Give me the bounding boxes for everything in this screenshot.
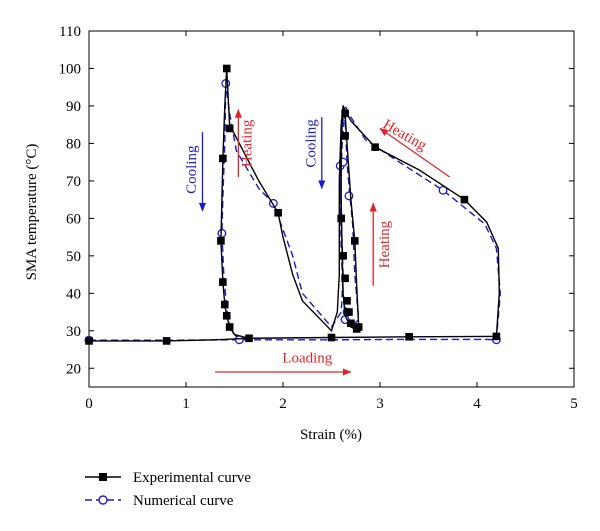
series-experimental bbox=[85, 64, 501, 345]
series-line-experimental bbox=[89, 67, 500, 342]
data-point-experimental bbox=[219, 154, 227, 163]
data-point-experimental bbox=[274, 208, 282, 217]
data-point-experimental bbox=[339, 252, 347, 260]
legend-marker-experimental bbox=[99, 473, 107, 481]
legend-label-experimental: Experimental curve bbox=[133, 470, 251, 486]
x-axis-label: Strain (%) bbox=[300, 427, 362, 443]
annotation-arrow bbox=[379, 127, 451, 178]
data-point-numerical bbox=[217, 228, 227, 238]
annotation-heating: Heating bbox=[240, 119, 256, 167]
data-point-experimental bbox=[405, 332, 413, 341]
data-point-experimental bbox=[492, 332, 501, 341]
data-point-experimental bbox=[343, 297, 351, 305]
annotation-cooling: Cooling bbox=[184, 145, 200, 194]
data-point-experimental bbox=[341, 109, 349, 118]
y-tick-label: 70 bbox=[66, 174, 81, 190]
data-point-experimental bbox=[162, 337, 171, 345]
x-tick-label: 3 bbox=[376, 396, 384, 412]
data-point-numerical bbox=[438, 185, 448, 195]
series-line-numerical bbox=[89, 82, 501, 341]
y-tick-label: 90 bbox=[66, 99, 81, 115]
data-point-experimental bbox=[341, 274, 349, 283]
data-point-experimental bbox=[460, 195, 469, 204]
data-point-experimental bbox=[217, 237, 225, 245]
annotation-cooling: Cooling bbox=[304, 119, 320, 168]
data-point-experimental bbox=[221, 300, 229, 309]
y-tick-label: 110 bbox=[59, 24, 81, 40]
y-axis-label: SMA temperature (°C) bbox=[24, 144, 40, 281]
data-point-numerical bbox=[344, 191, 354, 201]
data-point-experimental bbox=[222, 312, 231, 320]
data-point-experimental bbox=[350, 237, 359, 245]
annotation-loading: Loading bbox=[282, 350, 332, 366]
data-point-experimental bbox=[347, 319, 355, 328]
legend-entry-numerical: Numerical curve bbox=[85, 493, 234, 509]
y-tick-label: 100 bbox=[59, 61, 82, 77]
data-point-experimental bbox=[85, 337, 93, 345]
x-tick-label: 2 bbox=[279, 396, 287, 412]
series-numerical bbox=[84, 79, 501, 345]
data-point-experimental bbox=[219, 278, 227, 286]
data-point-experimental bbox=[222, 64, 231, 73]
data-point-experimental bbox=[371, 143, 379, 151]
x-tick-label: 1 bbox=[182, 396, 190, 412]
y-tick-label: 60 bbox=[66, 211, 81, 227]
data-point-experimental bbox=[354, 323, 363, 331]
data-point-experimental bbox=[345, 308, 353, 316]
data-point-experimental bbox=[337, 214, 345, 223]
data-point-experimental bbox=[225, 323, 234, 331]
y-tick-label: 50 bbox=[66, 249, 81, 265]
annotation-heating: Heating bbox=[377, 220, 393, 268]
data-point-experimental bbox=[327, 333, 336, 342]
x-tick-label: 4 bbox=[473, 396, 481, 412]
y-tick-label: 40 bbox=[66, 286, 81, 302]
axis-ticks: 0 1 2 3 4 5 20 30 40 50 60 70 80 90 100 110 bbox=[59, 24, 578, 412]
data-point-experimental bbox=[341, 132, 349, 140]
annotation-heating: Heating bbox=[380, 117, 430, 155]
data-point-experimental bbox=[245, 334, 253, 343]
annotation-layer: Heating Cooling Cooling Heating Heating Loadi… bbox=[184, 108, 451, 376]
legend-entry-experimental: Experimental curve bbox=[85, 470, 251, 486]
y-tick-label: 20 bbox=[66, 361, 81, 377]
x-tick-label: 5 bbox=[570, 396, 578, 412]
data-point-experimental bbox=[225, 124, 234, 133]
y-tick-label: 30 bbox=[66, 324, 81, 340]
x-tick-label: 0 bbox=[85, 396, 93, 412]
legend-label-numerical: Numerical curve bbox=[133, 493, 234, 509]
series-layer bbox=[84, 64, 501, 345]
plot-area bbox=[88, 30, 575, 388]
legend: Experimental curve Numerical curve bbox=[85, 470, 251, 509]
legend-marker-numerical bbox=[98, 495, 108, 505]
y-tick-label: 80 bbox=[66, 136, 81, 152]
plot-frame bbox=[88, 30, 575, 388]
